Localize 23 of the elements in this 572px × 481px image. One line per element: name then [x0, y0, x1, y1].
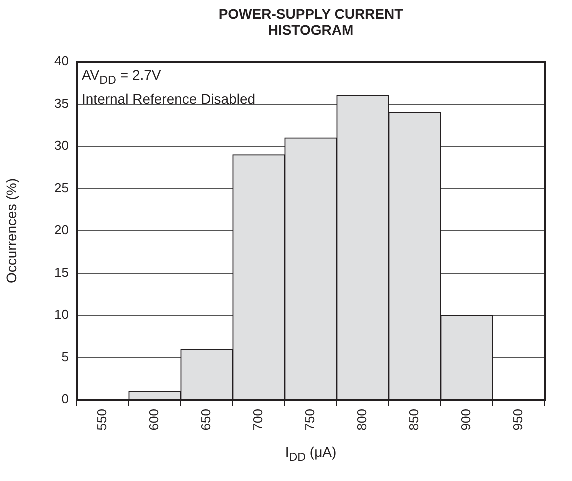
x-tick-label: 850 — [406, 409, 422, 431]
y-axis-title: Occurrences (%) — [3, 178, 20, 284]
x-tick-label: 550 — [94, 409, 110, 431]
y-tick-label: 10 — [54, 307, 69, 322]
y-tick-label: 5 — [62, 349, 69, 364]
chart-title: POWER-SUPPLY CURRENT HISTOGRAM — [218, 6, 404, 38]
x-tick-label: 750 — [302, 409, 318, 431]
x-tick-label: 900 — [458, 409, 474, 431]
y-tick-label: 35 — [54, 96, 69, 111]
annotation: AV$_{DD}$ = 2.7V — [82, 66, 162, 89]
y-tick-label: 30 — [54, 138, 69, 154]
x-tick-label: 950 — [510, 409, 526, 431]
x-tick-label: 650 — [198, 409, 214, 431]
annotation: Internal Reference Disabled — [82, 90, 256, 109]
y-tick-label: 20 — [54, 222, 69, 238]
x-tick-label: 800 — [354, 409, 370, 431]
y-tick-label: 0 — [62, 392, 69, 407]
y-tick-label: 25 — [54, 180, 69, 196]
x-tick-label: 700 — [250, 409, 266, 431]
y-tick-label: 15 — [54, 264, 69, 280]
x-axis-title: I$_{DD}$ (μA) — [284, 444, 338, 464]
x-tick-label: 600 — [146, 409, 162, 431]
y-tick-label: 40 — [54, 54, 69, 69]
